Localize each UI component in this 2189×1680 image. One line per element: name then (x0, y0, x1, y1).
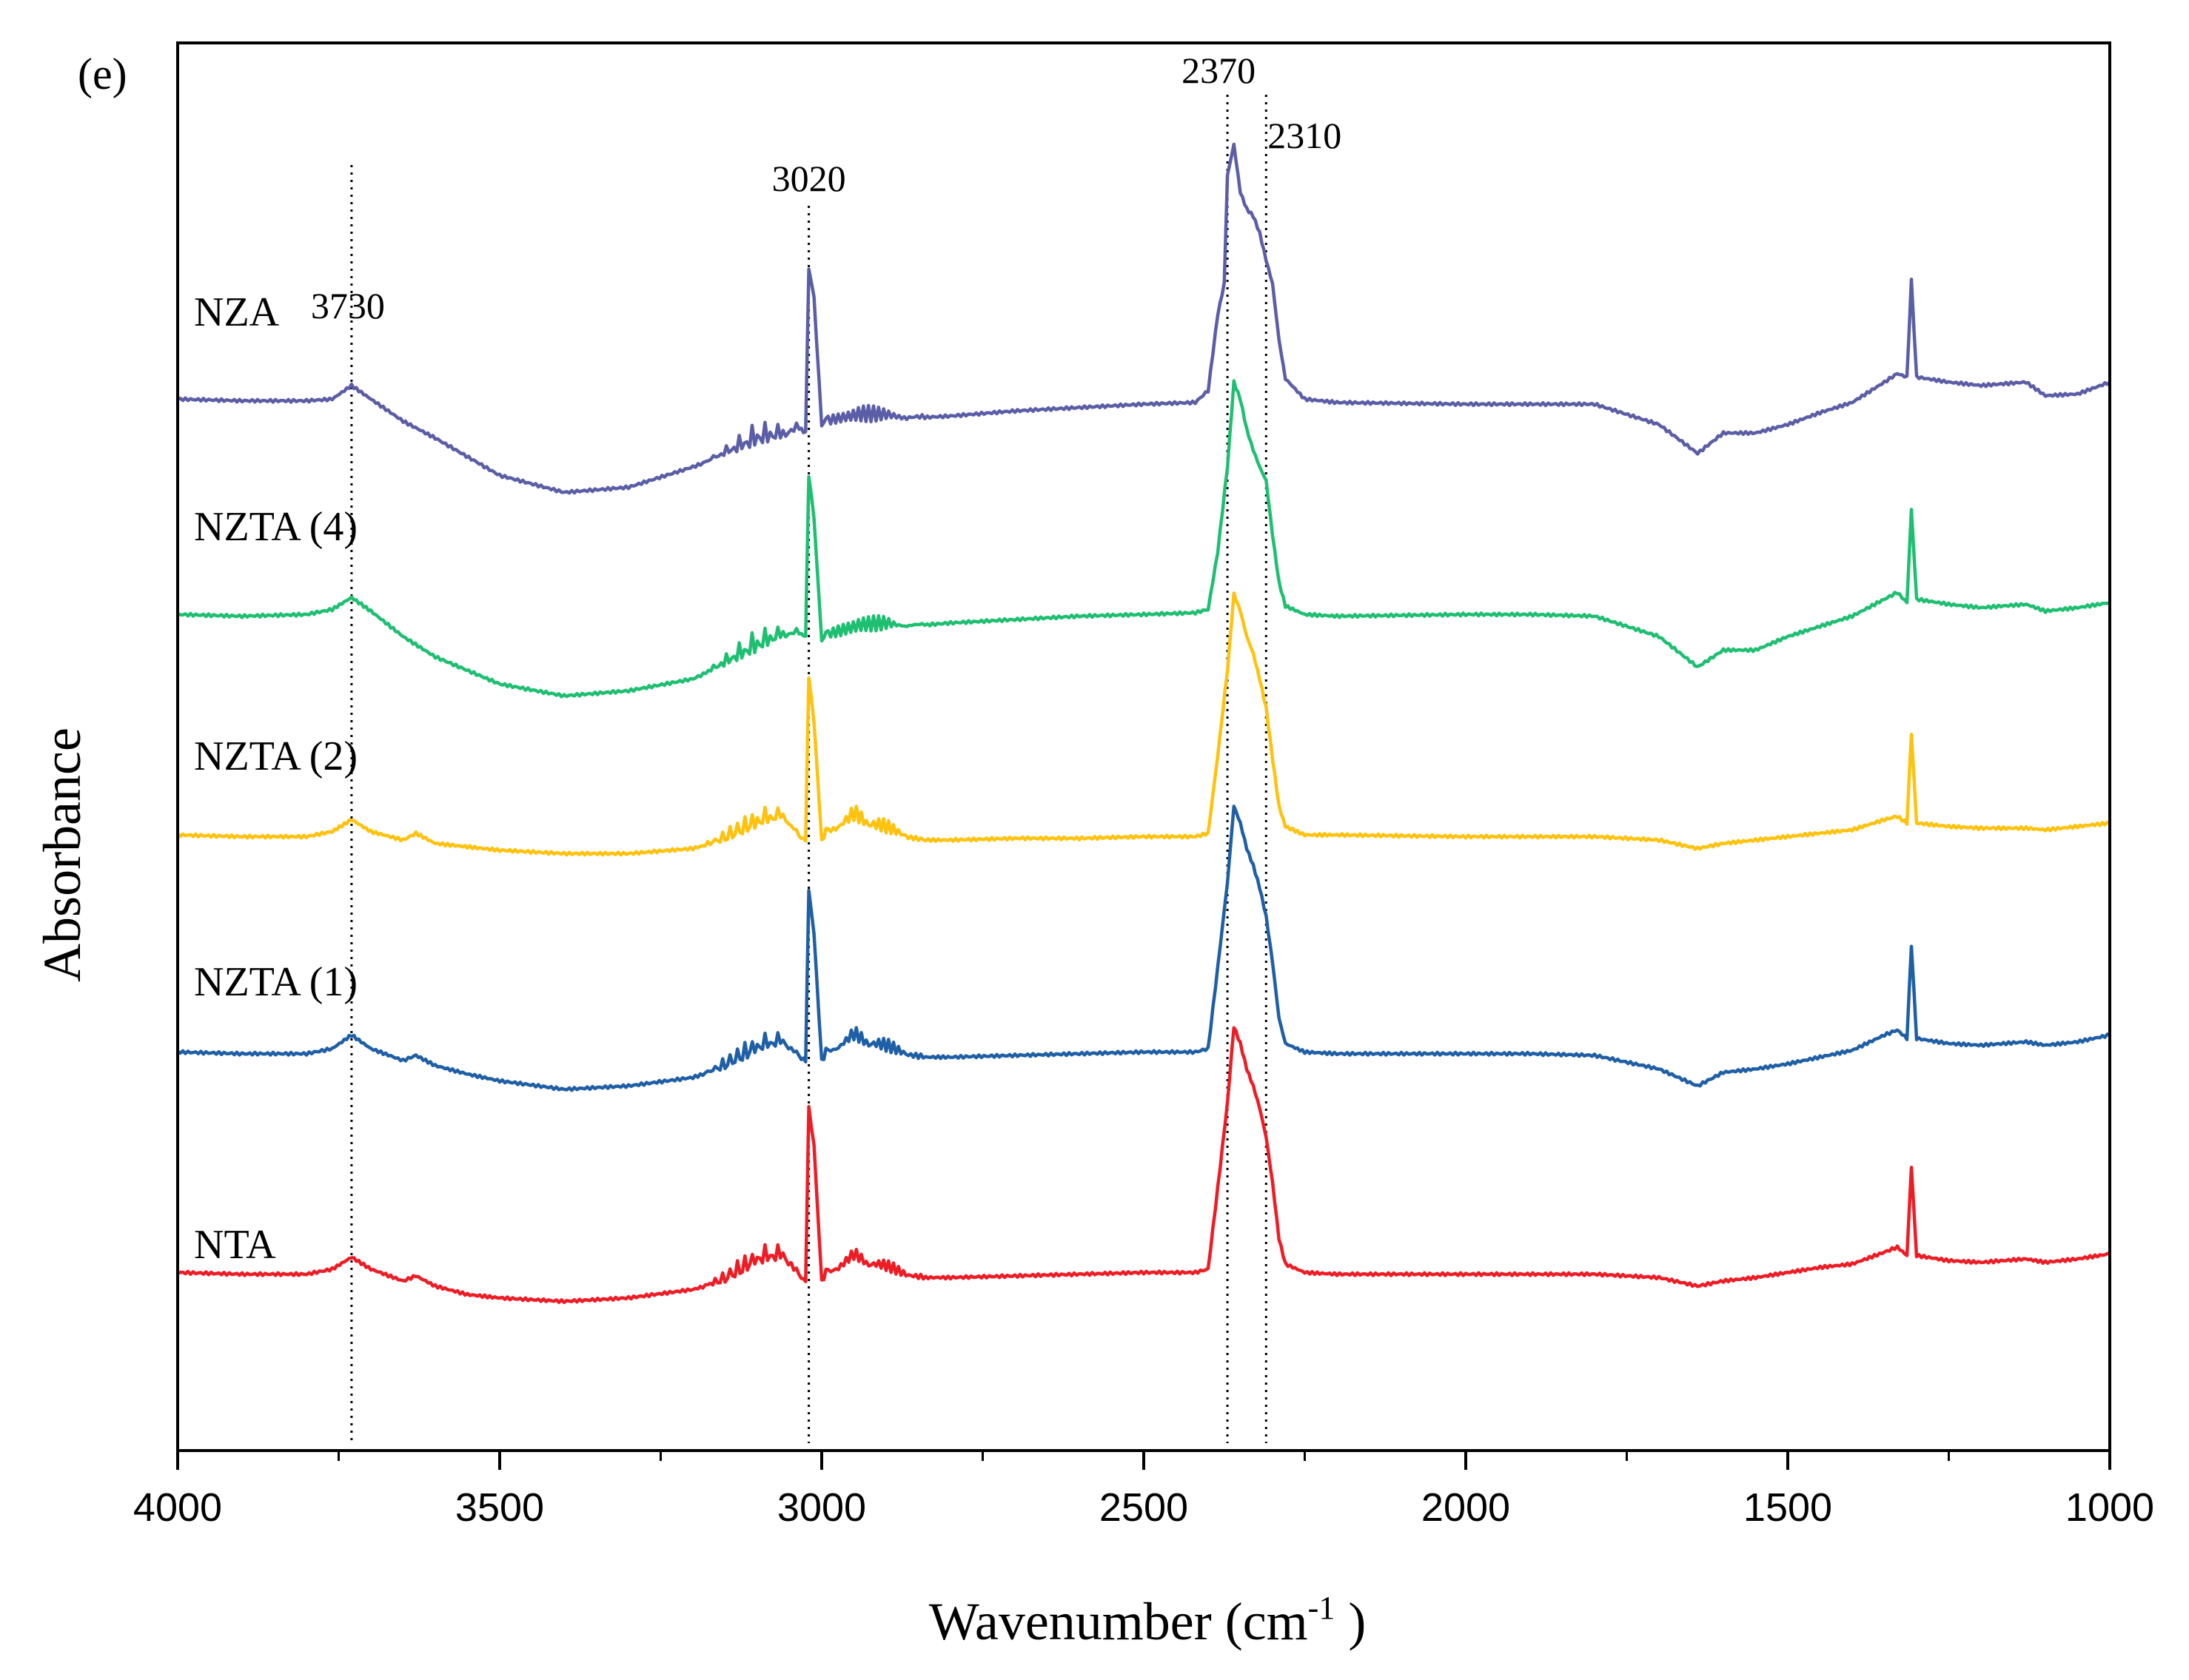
series-label-nzta-2: NZTA (2) (194, 733, 358, 779)
x-tick-label-1500: 1500 (1743, 1485, 1832, 1530)
x-tick-label-2000: 2000 (1421, 1485, 1510, 1530)
x-tick-label-3500: 3500 (455, 1485, 544, 1530)
x-tick-label-4000: 4000 (133, 1485, 222, 1530)
x-axis-title-main: Wavenumber (cm (929, 1592, 1308, 1651)
peak-label-3020: 3020 (772, 158, 846, 199)
series-labels: NZA NZTA (4) NZTA (2) NZTA (1) NTA (194, 289, 358, 1268)
x-axis-title: Wavenumber (cm-1 ) (929, 1590, 1367, 1651)
series-traces (176, 142, 2111, 1305)
series-label-nzta-4: NZTA (4) (194, 504, 358, 550)
peak-label-2310: 2310 (1267, 115, 1341, 156)
x-axis-ticks: 4000 3500 3000 2500 2000 1500 1000 (133, 1451, 2154, 1530)
x-tick-label-3000: 3000 (777, 1485, 866, 1530)
panel-label: (e) (78, 50, 127, 98)
x-tick-label-2500: 2500 (1099, 1485, 1188, 1530)
series-line-nzta-4 (176, 379, 2111, 699)
series-line-nzta-2 (176, 591, 2111, 857)
x-tick-label-1000: 1000 (2065, 1485, 2154, 1530)
series-label-nta: NTA (194, 1222, 276, 1268)
x-axis-title-superscript: -1 (1308, 1590, 1335, 1626)
series-label-nzta-1: NZTA (1) (194, 959, 358, 1005)
series-line-nza (177, 142, 2111, 495)
peak-guide-lines (350, 95, 1267, 1443)
x-axis-title-end: ) (1335, 1592, 1366, 1651)
series-line-nzta-1 (176, 804, 2111, 1092)
peak-label-2370: 2370 (1181, 50, 1256, 91)
series-line-nta (177, 1026, 2111, 1305)
y-axis-title: Absorbance (33, 728, 92, 982)
peak-label-3730: 3730 (311, 285, 385, 326)
peak-labels: 3730 3020 2370 2310 (311, 50, 1341, 326)
series-label-nza: NZA (194, 289, 280, 335)
